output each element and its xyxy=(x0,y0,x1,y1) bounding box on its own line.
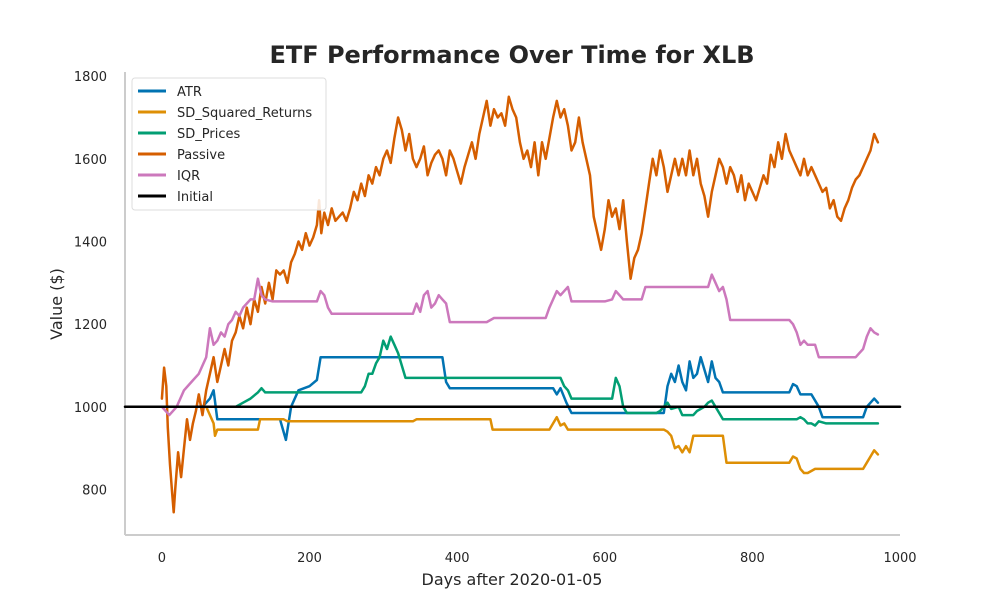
x-tick-label: 400 xyxy=(445,551,470,566)
series-lines xyxy=(123,95,902,514)
x-axis-label: Days after 2020-01-05 xyxy=(422,570,603,589)
x-axis-ticks: 0 200 400 600 800 1000 xyxy=(158,551,917,566)
axes xyxy=(124,72,900,536)
y-axis-label: Value ($) xyxy=(47,268,66,340)
series-line-atr xyxy=(160,355,880,442)
x-tick-label: 0 xyxy=(158,551,166,566)
legend-label: ATR xyxy=(177,85,202,100)
series-line-iqr xyxy=(160,273,880,417)
series-line-passive xyxy=(160,95,880,514)
y-tick-label: 1800 xyxy=(74,70,107,85)
legend: ATR SD_Squared_Returns SD_Prices Passive IQR… xyxy=(131,77,327,211)
series-line-sd-prices xyxy=(160,335,880,427)
x-tick-label: 1000 xyxy=(883,551,916,566)
legend-label: IQR xyxy=(177,169,200,184)
legend-label: Initial xyxy=(177,190,213,205)
y-tick-label: 1400 xyxy=(74,235,107,250)
y-tick-label: 1600 xyxy=(74,153,107,168)
legend-label: SD_Squared_Returns xyxy=(177,106,312,121)
y-tick-label: 800 xyxy=(82,484,107,499)
x-tick-label: 800 xyxy=(740,551,765,566)
legend-label: SD_Prices xyxy=(177,127,240,142)
legend-label: Passive xyxy=(177,148,225,163)
x-tick-label: 200 xyxy=(297,551,322,566)
y-tick-label: 1200 xyxy=(74,318,107,333)
x-tick-label: 600 xyxy=(592,551,617,566)
y-axis-ticks: 800 1000 1200 1400 1600 1800 xyxy=(74,70,107,498)
series-line-sd-squared-returns xyxy=(160,405,880,475)
legend-box xyxy=(131,77,327,211)
chart-title: ETF Performance Over Time for XLB xyxy=(269,41,754,69)
y-tick-label: 1000 xyxy=(74,401,107,416)
